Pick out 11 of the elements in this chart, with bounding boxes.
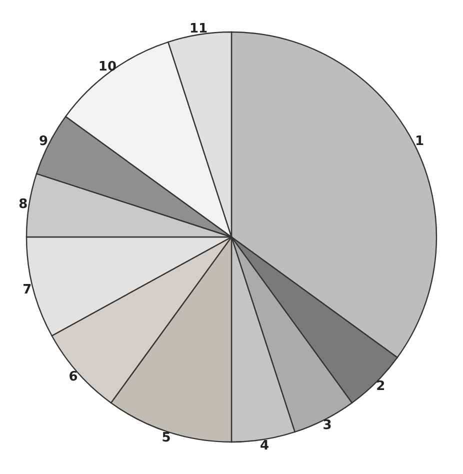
slice-label: 1 xyxy=(414,134,424,150)
slice-label: 7 xyxy=(22,282,32,298)
slice-label: 4 xyxy=(260,438,270,454)
slice-label: 2 xyxy=(376,379,386,394)
slice-label: 3 xyxy=(322,418,332,433)
slice-label: 10 xyxy=(98,59,117,74)
slice-label: 5 xyxy=(162,430,171,446)
slice-label: 8 xyxy=(18,196,28,212)
slice-label: 9 xyxy=(38,134,48,150)
slice-label: 6 xyxy=(68,370,78,385)
slice-label: 11 xyxy=(189,22,208,37)
